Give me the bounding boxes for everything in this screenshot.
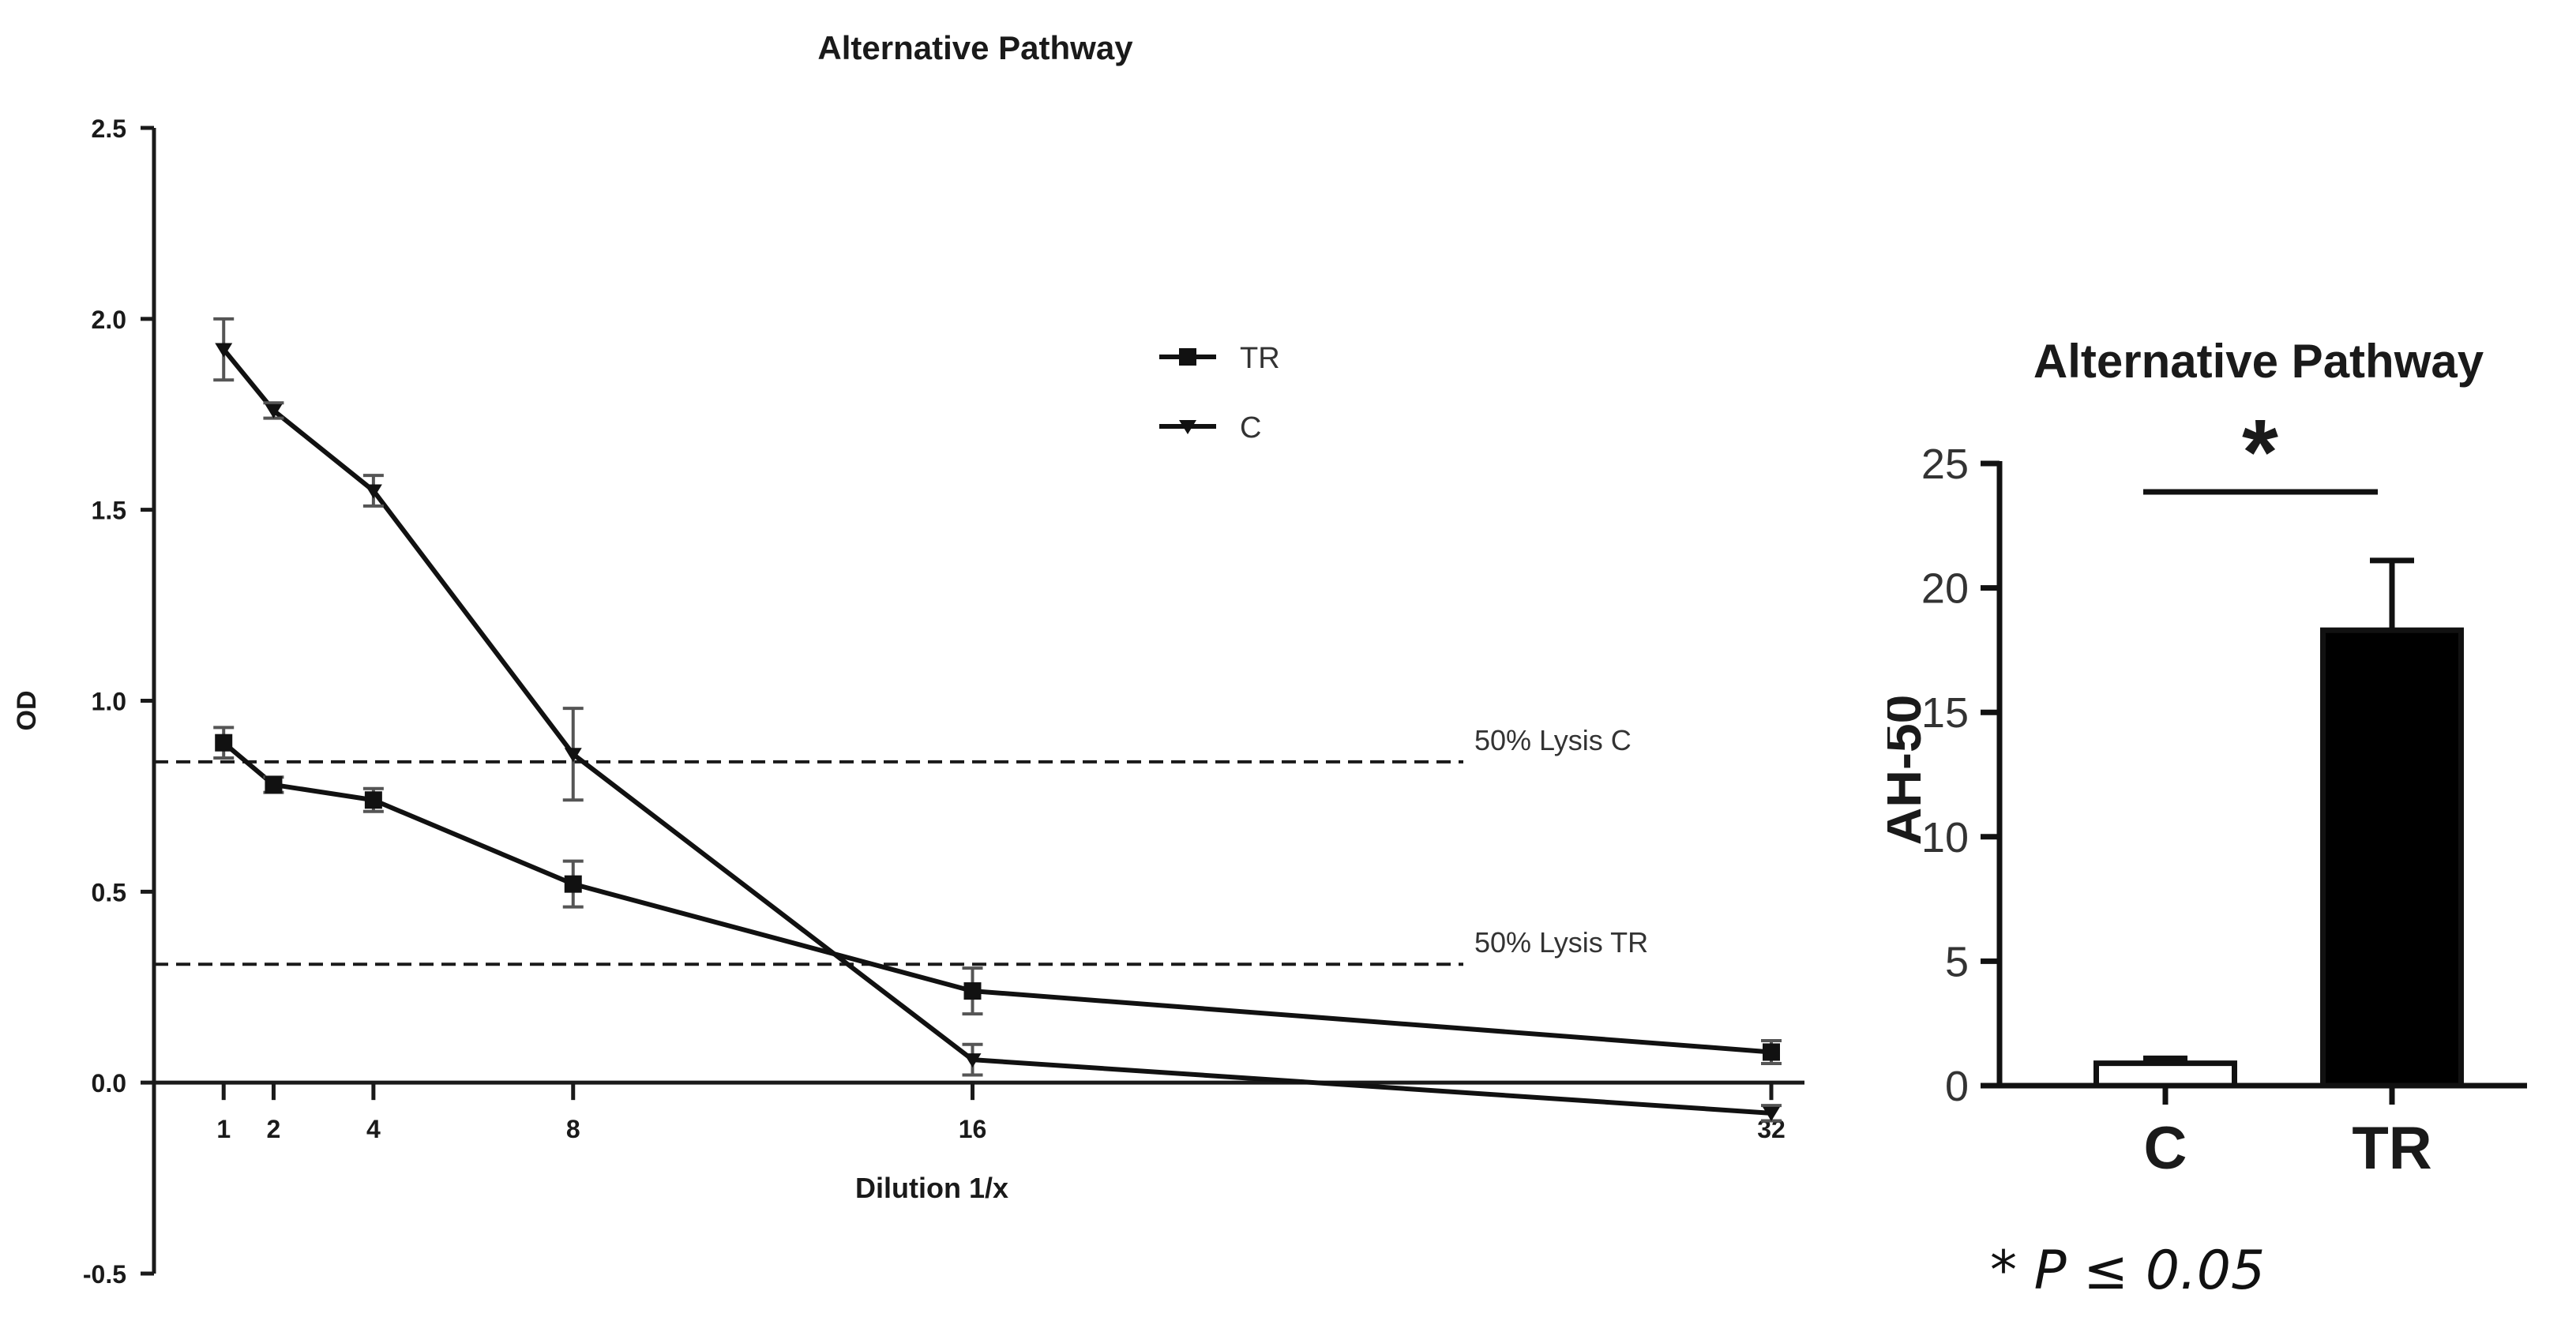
- x-tick-label: 16: [959, 1115, 987, 1143]
- bar-category-label: TR: [2352, 1115, 2431, 1182]
- reference-line-label: 50% Lysis C: [1474, 724, 1632, 756]
- bar-y-tick-label: 15: [1921, 689, 1969, 737]
- significance-star: *: [2242, 400, 2278, 505]
- data-point-TR: [564, 875, 582, 893]
- legend-label-C: C: [1240, 411, 1261, 445]
- significance-footnote: * P ≤ 0.05: [1990, 1240, 2266, 1302]
- bar-y-tick-label: 20: [1921, 565, 1969, 613]
- legend-marker-TR: [1179, 348, 1196, 366]
- line-chart-x-axis-label: Dilution 1/x: [855, 1172, 1008, 1204]
- data-point-C: [963, 1053, 982, 1068]
- reference-lines: 50% Lysis C 50% Lysis TR: [154, 724, 1648, 966]
- data-point-C: [265, 403, 283, 418]
- line-chart-axes: -0.50.00.51.01.52.02.51 2 4 8 16 32: [83, 114, 1804, 1289]
- x-tick-label: 2: [267, 1115, 281, 1143]
- y-tick-label: 2.5: [92, 114, 126, 143]
- reference-line-label: 50% Lysis TR: [1474, 926, 1648, 959]
- line-chart: Alternative Pathway -0.5 0.0 0.5 1.0 1.5 2.0 2…: [12, 29, 1804, 1289]
- series-line-TR: [222, 741, 1772, 1055]
- bar-chart-title: Alternative Pathway: [2033, 335, 2484, 388]
- line-chart-y-axis-label: OD: [12, 691, 42, 731]
- y-tick-label: 2.0: [92, 306, 126, 334]
- x-tick-label: 8: [566, 1115, 580, 1143]
- x-tick-label: 1: [216, 1115, 231, 1143]
- bar-C: [2093, 1060, 2237, 1089]
- bar-category-label: C: [2144, 1115, 2187, 1182]
- series-line-C: [221, 347, 1772, 1116]
- bar-chart-y-axis-label: AH-50: [1887, 695, 1932, 846]
- data-point-TR: [364, 791, 382, 809]
- bar-y-tick-label: 10: [1921, 814, 1969, 861]
- y-tick-label: 1.0: [92, 688, 126, 716]
- bar-y-tick-label: 5: [1945, 938, 1969, 985]
- bar-y-tick-label: 0: [1945, 1063, 1969, 1110]
- x-tick-label: 4: [366, 1115, 381, 1143]
- legend-label-TR: TR: [1240, 342, 1280, 375]
- bar-chart-axes: 0 5 10 15 20 25 C TR: [1921, 441, 2527, 1182]
- y-tick-label: 0.0: [92, 1069, 126, 1098]
- data-point-TR: [1763, 1043, 1780, 1061]
- bar-group: *: [2093, 400, 2464, 1089]
- data-point-TR: [265, 775, 283, 794]
- line-series-group: [213, 317, 1782, 1123]
- data-point-C: [215, 343, 233, 358]
- data-point-C: [1763, 1106, 1780, 1121]
- y-tick-label: 0.5: [92, 878, 126, 906]
- data-point-TR: [963, 982, 982, 1000]
- data-point-C: [364, 484, 382, 499]
- y-tick-label: 1.5: [92, 497, 126, 525]
- legend-marker-C: [1179, 420, 1196, 434]
- line-chart-legend: TR C: [1159, 342, 1280, 445]
- bar-chart: Alternative Pathway 0 5 10 15 20 25 C TR * AH-5…: [1887, 335, 2527, 1182]
- line-chart-title: Alternative Pathway: [817, 29, 1133, 66]
- bar-TR: [2320, 627, 2464, 1089]
- bar-y-tick-label: 25: [1921, 441, 1969, 488]
- data-point-C: [564, 748, 582, 763]
- y-tick-label: -0.5: [83, 1260, 126, 1289]
- data-point-TR: [215, 734, 233, 752]
